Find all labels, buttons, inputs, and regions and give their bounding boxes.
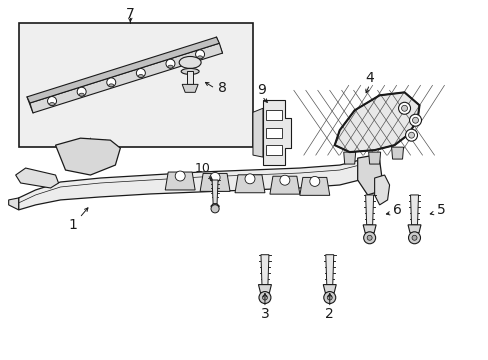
Bar bbox=[265, 128, 281, 138]
Polygon shape bbox=[368, 152, 380, 164]
Circle shape bbox=[411, 235, 416, 240]
Polygon shape bbox=[374, 175, 389, 205]
Circle shape bbox=[326, 295, 331, 300]
Polygon shape bbox=[299, 177, 329, 195]
Bar bbox=[19, 23, 252, 147]
Text: 1: 1 bbox=[68, 218, 77, 232]
Ellipse shape bbox=[49, 103, 55, 105]
Ellipse shape bbox=[181, 68, 199, 75]
Circle shape bbox=[405, 129, 417, 141]
Polygon shape bbox=[27, 37, 219, 103]
Polygon shape bbox=[165, 172, 195, 190]
Text: 9: 9 bbox=[257, 84, 266, 97]
Circle shape bbox=[398, 102, 410, 114]
Circle shape bbox=[210, 172, 220, 183]
Circle shape bbox=[211, 205, 219, 213]
Text: 5: 5 bbox=[436, 203, 445, 217]
Polygon shape bbox=[182, 84, 198, 92]
Text: 10: 10 bbox=[194, 162, 210, 175]
Circle shape bbox=[106, 78, 116, 87]
Circle shape bbox=[175, 171, 185, 181]
Text: 4: 4 bbox=[365, 71, 373, 85]
Circle shape bbox=[244, 174, 254, 184]
Polygon shape bbox=[323, 285, 336, 293]
Circle shape bbox=[408, 114, 421, 126]
Polygon shape bbox=[258, 285, 271, 293]
Polygon shape bbox=[212, 180, 218, 204]
Polygon shape bbox=[30, 43, 222, 113]
Polygon shape bbox=[269, 176, 299, 194]
Circle shape bbox=[407, 232, 420, 244]
Polygon shape bbox=[16, 168, 59, 188]
Circle shape bbox=[363, 232, 375, 244]
Bar bbox=[265, 110, 281, 120]
Polygon shape bbox=[365, 195, 373, 225]
Circle shape bbox=[195, 50, 204, 59]
Circle shape bbox=[309, 176, 319, 186]
Polygon shape bbox=[363, 225, 375, 233]
Polygon shape bbox=[235, 175, 264, 193]
Bar bbox=[265, 145, 281, 155]
Text: 2: 2 bbox=[325, 307, 333, 321]
Circle shape bbox=[412, 117, 418, 123]
Circle shape bbox=[407, 132, 414, 138]
Circle shape bbox=[47, 96, 57, 105]
Polygon shape bbox=[19, 158, 374, 210]
Polygon shape bbox=[187, 71, 193, 84]
Circle shape bbox=[165, 59, 175, 68]
Text: 8: 8 bbox=[217, 81, 226, 95]
Ellipse shape bbox=[79, 93, 84, 96]
Polygon shape bbox=[252, 108, 263, 157]
Text: 7: 7 bbox=[126, 6, 134, 21]
Polygon shape bbox=[343, 152, 355, 164]
Polygon shape bbox=[200, 174, 229, 192]
Ellipse shape bbox=[197, 56, 202, 59]
Text: 6: 6 bbox=[392, 203, 401, 217]
Circle shape bbox=[323, 292, 335, 303]
Polygon shape bbox=[210, 204, 219, 208]
Ellipse shape bbox=[179, 57, 201, 68]
Ellipse shape bbox=[138, 75, 143, 77]
Ellipse shape bbox=[168, 65, 173, 68]
Polygon shape bbox=[261, 255, 268, 285]
Polygon shape bbox=[9, 198, 19, 210]
Circle shape bbox=[259, 292, 270, 303]
Polygon shape bbox=[357, 155, 381, 195]
Circle shape bbox=[279, 175, 289, 185]
Circle shape bbox=[366, 235, 371, 240]
Polygon shape bbox=[410, 195, 418, 225]
Polygon shape bbox=[56, 138, 120, 175]
Polygon shape bbox=[334, 92, 419, 152]
Polygon shape bbox=[263, 100, 290, 165]
Circle shape bbox=[77, 87, 86, 96]
Text: 3: 3 bbox=[260, 307, 269, 321]
Polygon shape bbox=[407, 225, 420, 233]
Ellipse shape bbox=[108, 84, 114, 87]
Polygon shape bbox=[391, 147, 403, 159]
Polygon shape bbox=[325, 255, 333, 285]
Circle shape bbox=[401, 105, 407, 111]
Circle shape bbox=[262, 295, 267, 300]
Circle shape bbox=[136, 68, 145, 77]
